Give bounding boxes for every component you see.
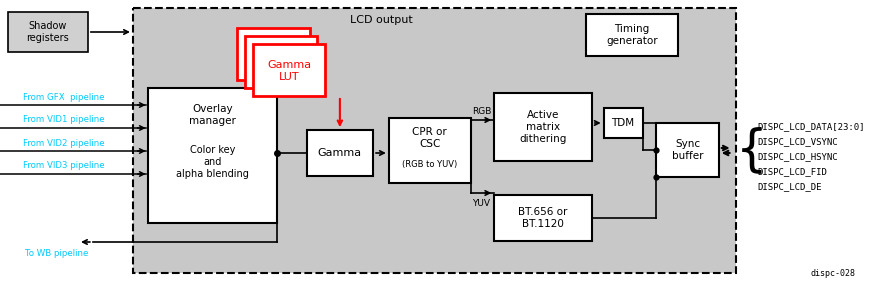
Text: Gamma: Gamma <box>317 148 361 158</box>
FancyBboxPatch shape <box>388 118 470 183</box>
Text: YUV: YUV <box>472 200 490 209</box>
Text: BT.656 or
BT.1120: BT.656 or BT.1120 <box>517 207 567 229</box>
FancyBboxPatch shape <box>237 28 309 80</box>
FancyBboxPatch shape <box>494 195 591 241</box>
FancyBboxPatch shape <box>253 44 325 96</box>
FancyBboxPatch shape <box>245 36 317 88</box>
Text: From VID3 pipeline: From VID3 pipeline <box>23 162 105 170</box>
FancyBboxPatch shape <box>602 108 642 138</box>
FancyBboxPatch shape <box>307 130 373 176</box>
Text: Color key
and
alpha blending: Color key and alpha blending <box>176 145 249 179</box>
FancyBboxPatch shape <box>586 14 677 56</box>
Text: CPR or
CSC: CPR or CSC <box>412 127 447 149</box>
Text: Shadow
registers: Shadow registers <box>27 21 69 43</box>
Text: DISPC_LCD_VSYNC: DISPC_LCD_VSYNC <box>756 137 836 146</box>
Text: From GFX  pipeline: From GFX pipeline <box>23 93 105 101</box>
Text: Gamma
LUT: Gamma LUT <box>267 60 311 82</box>
Text: LCD output: LCD output <box>349 15 412 25</box>
Text: To WB pipeline: To WB pipeline <box>25 249 89 258</box>
Text: From VID2 pipeline: From VID2 pipeline <box>23 139 105 148</box>
Text: DISPC_LCD_FID: DISPC_LCD_FID <box>756 168 826 176</box>
Text: DISPC_LCD_DATA[23:0]: DISPC_LCD_DATA[23:0] <box>756 123 864 131</box>
FancyBboxPatch shape <box>8 12 88 52</box>
Text: DISPC_LCD_HSYNC: DISPC_LCD_HSYNC <box>756 152 836 162</box>
Text: Active
matrix
dithering: Active matrix dithering <box>518 110 566 144</box>
Text: Overlay
manager: Overlay manager <box>190 104 236 126</box>
Text: From VID1 pipeline: From VID1 pipeline <box>23 115 105 125</box>
Text: TDM: TDM <box>610 118 634 128</box>
FancyBboxPatch shape <box>148 88 277 223</box>
Text: {: { <box>734 126 766 174</box>
Text: (RGB to YUV): (RGB to YUV) <box>401 160 457 170</box>
FancyBboxPatch shape <box>133 8 735 273</box>
Text: DISPC_LCD_DE: DISPC_LCD_DE <box>756 182 820 192</box>
FancyBboxPatch shape <box>656 123 718 177</box>
Text: dispc-028: dispc-028 <box>810 270 855 278</box>
FancyBboxPatch shape <box>494 93 591 161</box>
Text: Sync
buffer: Sync buffer <box>671 139 703 161</box>
Text: RGB: RGB <box>471 107 491 117</box>
Text: Timing
generator: Timing generator <box>605 24 657 46</box>
